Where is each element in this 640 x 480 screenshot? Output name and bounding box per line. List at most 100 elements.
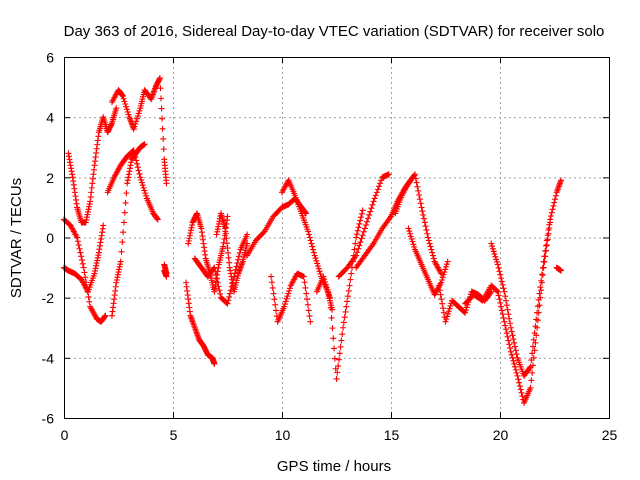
data-point-interp: [544, 232, 551, 239]
data-point: [534, 309, 541, 316]
data-point-interp: [119, 239, 126, 246]
data-point-interp: [369, 201, 376, 208]
data-point-interp: [139, 182, 146, 189]
data-point-interp: [273, 307, 280, 314]
data-point-interp: [120, 229, 127, 236]
data-point-interp: [121, 209, 128, 216]
data-point-interp: [552, 196, 559, 203]
data-point-interp: [308, 240, 315, 247]
data-point-interp: [306, 313, 313, 320]
data-point-interp: [143, 192, 150, 199]
data-point-interp: [517, 386, 524, 393]
data-point-interp: [214, 279, 221, 286]
data-point-interp: [123, 103, 130, 110]
data-point-interp: [500, 285, 507, 292]
data-point-interp: [505, 337, 512, 344]
data-point: [507, 324, 514, 331]
data-point: [224, 300, 231, 307]
data-point-interp: [489, 243, 496, 250]
data-point-interp: [358, 235, 365, 242]
data-point-interp: [436, 287, 443, 294]
data-point: [102, 312, 109, 319]
data-point-interp: [511, 363, 518, 370]
data-point-interp: [547, 213, 554, 220]
data-point: [488, 240, 495, 247]
data-point: [435, 282, 442, 289]
data-point-interp: [502, 293, 509, 300]
data-point-interp: [355, 245, 362, 252]
data-point-interp: [503, 330, 510, 337]
data-point: [501, 318, 508, 325]
data-point-interp: [309, 243, 316, 250]
data-point-interp: [304, 301, 311, 308]
data-point-interp: [160, 146, 167, 153]
data-point-interp: [546, 221, 553, 228]
data-point: [462, 309, 469, 316]
data-point-interp: [506, 315, 513, 322]
data-point-interp: [551, 199, 558, 206]
data-point-interp: [331, 355, 338, 362]
data-point-interp: [120, 219, 127, 226]
data-point: [141, 141, 148, 148]
data-point-interp: [302, 284, 309, 291]
data-point-interp: [512, 347, 519, 354]
data-point: [418, 204, 425, 211]
data-point-interp: [511, 339, 518, 346]
data-point-interp: [359, 232, 366, 239]
data-point: [359, 207, 366, 214]
x-tick-label: 20: [493, 427, 509, 443]
data-point-interp: [492, 253, 499, 260]
data-point-interp: [445, 308, 452, 315]
data-point-interp: [324, 286, 331, 293]
data-point-interp: [406, 228, 413, 235]
data-point-interp: [216, 287, 223, 294]
data-point-interp: [354, 249, 361, 256]
data-point-interp: [516, 383, 523, 390]
data-point-interp: [78, 253, 85, 260]
data-point-interp: [499, 311, 506, 318]
data-point-interp: [412, 175, 419, 182]
data-point-interp: [528, 357, 535, 364]
data-point-interp: [122, 101, 129, 108]
data-point-interp: [323, 284, 330, 291]
data-point-interp: [85, 293, 92, 300]
data-point-interp: [315, 265, 322, 272]
data-point-interp: [134, 164, 141, 171]
data-point-interp: [507, 320, 514, 327]
data-point-interp: [462, 307, 469, 314]
data-point-interp: [439, 300, 446, 307]
data-point-interp: [159, 115, 166, 122]
data-point-interp: [493, 256, 500, 263]
data-point: [501, 288, 508, 295]
data-point-interp: [411, 243, 418, 250]
data-point-interp: [489, 245, 496, 252]
data-point-interp: [417, 200, 424, 207]
grid-lines: [64, 57, 609, 418]
data-point-interp: [125, 111, 132, 118]
data-point-interp: [226, 290, 233, 297]
data-point-interp: [502, 297, 509, 304]
data-point-interp: [440, 271, 447, 278]
data-point-interp: [447, 302, 454, 309]
data-point-interp: [497, 271, 504, 278]
data-point-interp: [413, 179, 420, 186]
data-point-interp: [354, 227, 361, 234]
data-point-interp: [425, 237, 432, 244]
data-point-interp: [225, 297, 232, 304]
data-point-interp: [329, 325, 336, 332]
data-point-interp: [357, 217, 364, 224]
data-point-interp: [321, 276, 328, 283]
data-point-interp: [344, 298, 351, 305]
data-point-interp: [490, 248, 497, 255]
data-point-interp: [317, 270, 324, 277]
data-point-interp: [284, 293, 291, 300]
data-point-interp: [378, 177, 385, 184]
data-point-interp: [409, 238, 416, 245]
data-point-interp: [358, 210, 365, 217]
data-point-interp: [335, 356, 342, 363]
data-point-interp: [314, 263, 321, 270]
data-point-interp: [123, 106, 130, 113]
data-point-interp: [530, 336, 537, 343]
data-point-interp: [360, 228, 367, 235]
data-point-interp: [533, 316, 540, 323]
